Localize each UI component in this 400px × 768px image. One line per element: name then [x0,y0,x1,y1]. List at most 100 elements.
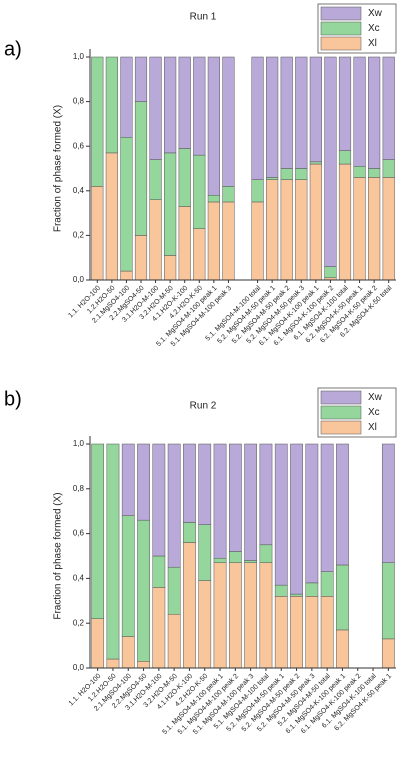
bar-segment [193,154,206,229]
legend-label: Xc [368,407,380,418]
bar-segment [178,148,191,207]
bar-segment [244,443,258,561]
bar-segment [164,152,177,256]
bar-segment [91,186,104,281]
bar-segment [295,179,308,281]
bar-segment [338,163,352,281]
legend-swatch [320,6,362,21]
bar-segment [178,56,191,149]
bar-segment [213,562,227,669]
bar-segment [105,56,118,154]
bar-segment [266,177,279,180]
y-tick-label: 0,8 [73,484,85,493]
bar-segment [309,163,322,281]
bar-segment [324,266,337,279]
legend-label: Xw [368,8,383,19]
bar-segment [353,166,366,178]
bar-segment [280,56,293,169]
bar-segment [280,179,293,281]
bar-segment [164,255,177,281]
y-tick-label: 0,8 [73,97,85,106]
legend-swatch [320,21,362,36]
bar-segment [222,201,235,281]
legend-label: Xw [368,392,383,403]
bar-segment [290,593,303,597]
bar-segment [290,443,303,595]
bar-segment [198,580,212,669]
bar-segment [183,522,196,543]
bar-segment [274,596,288,669]
bar-segment [149,159,162,200]
bar-segment [91,618,105,669]
bar-segment [167,443,181,568]
bar-segment [309,56,322,163]
bar-segment [137,661,150,669]
bar-segment [228,443,242,552]
legend-swatch [320,420,362,435]
y-tick-label: 0,4 [73,186,85,195]
bar-segment [193,56,206,156]
bar-segment [91,443,105,619]
bar-segment [320,443,334,572]
bar-segment [381,562,395,640]
bar-segment [259,544,273,563]
legend-swatch [320,390,362,405]
bar-segment [324,56,337,267]
legend-swatch [320,36,362,51]
bar-segment [295,56,308,169]
bar-segment [259,562,273,669]
bar-segment [152,587,166,669]
bar-segment [368,168,381,178]
y-axis-label: Fraction of phase formed (X) [53,492,64,619]
bar-segment [336,443,349,566]
y-tick-label: 0,2 [73,231,85,240]
bar-segment [320,571,334,597]
bar-segment [152,443,166,557]
bar-segment [222,186,235,203]
bar-segment [152,555,166,588]
bar-segment [106,443,120,660]
bar-segment [121,443,135,516]
bar-segment [213,557,227,563]
bar-segment [167,613,181,669]
bar-segment [183,443,196,523]
bar-segment [290,596,303,669]
bar-segment [105,152,118,281]
bar-segment [222,56,235,187]
bar-segment [305,582,319,597]
bar-segment [382,177,395,281]
bar-segment [207,56,220,196]
bar-segment [266,56,279,178]
bar-segment [198,443,212,525]
bar-segment [134,101,148,236]
bar-segment [213,443,227,559]
bar-segment [134,56,148,102]
legend-label: Xc [368,23,380,34]
y-tick-label: 1,0 [73,439,85,448]
bar-segment [305,443,319,584]
bar-segment [207,195,220,203]
bar-segment [91,56,104,187]
bar-segment [244,562,258,669]
chart-title: Run 1 [190,12,217,23]
bar-segment [121,515,135,637]
bar-segment [338,150,352,165]
y-tick-label: 0,6 [73,529,85,538]
y-tick-label: 0,2 [73,618,85,627]
y-tick-label: 0,6 [73,141,85,150]
bar-segment [193,228,206,281]
y-axis-label: Fraction of phase formed (X) [53,105,64,232]
y-tick-label: 0,0 [73,275,85,284]
bar-segment [336,564,349,631]
y-tick-label: 0,0 [73,663,85,672]
bar-segment [120,56,133,138]
bar-segment [106,658,120,669]
bar-segment [280,168,293,180]
bar-segment [244,560,258,563]
bar-segment [266,179,279,281]
panel-label: b) [4,388,22,410]
bar-segment [295,168,308,180]
bar-segment [368,177,381,281]
